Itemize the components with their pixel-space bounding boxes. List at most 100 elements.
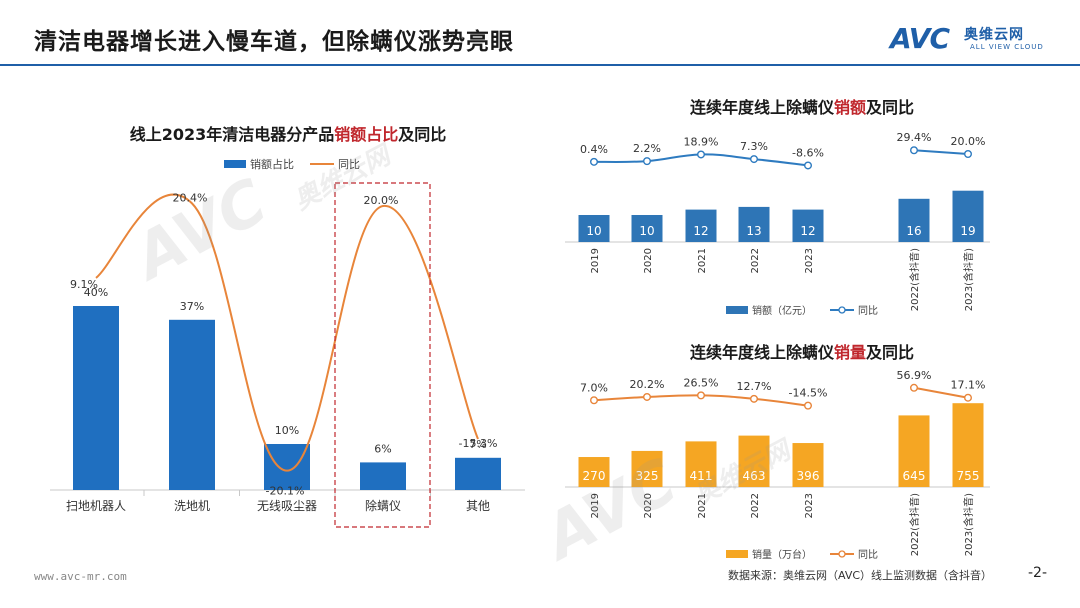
- category-label: 2020: [643, 493, 654, 518]
- yoy-label: -15.3%: [459, 437, 498, 450]
- yoy-label: 29.4%: [897, 131, 932, 144]
- chart-yearly-volume-title-part: 销量: [834, 343, 866, 362]
- bar-其他: [455, 457, 501, 490]
- logo-cn: 奥维云网: [964, 27, 1024, 43]
- category-label: 无线吸尘器: [257, 499, 317, 513]
- bar-洗地机: [169, 319, 215, 490]
- category-label: 2022: [750, 493, 761, 518]
- bar-value: 12: [800, 224, 815, 238]
- bar-value: 10: [586, 224, 601, 238]
- yoy-label: -14.5%: [789, 387, 828, 400]
- watermark-logo: AVC: [118, 164, 278, 295]
- chart1-title: 线上2023年清洁电器分产品销额占比及同比: [130, 125, 447, 144]
- bar-2022: [738, 435, 770, 487]
- chart-yearly-sales-title-part: 连续年度线上除螨仪: [690, 98, 835, 117]
- chart-yearly-sales: 10 2019 10 2020 12 2021 13 2022 12 2023 16 2022(含抖音…: [565, 131, 990, 317]
- bar-value: 13: [746, 224, 761, 238]
- yoy-label: 7.3%: [740, 140, 768, 153]
- yoy-marker: [590, 157, 599, 166]
- bar-2023: [792, 443, 824, 487]
- yoy-line: [95, 193, 479, 472]
- category-label: 扫地机器人: [66, 499, 126, 513]
- bar-无线吸尘器: [264, 444, 310, 490]
- chart-yearly-sales-title: 连续年度线上除螨仪销额及同比: [690, 98, 914, 117]
- chart1-title-part: 销额占比: [334, 125, 398, 144]
- bar-value: 325: [636, 469, 659, 483]
- bar-label: 10%: [275, 424, 299, 437]
- chart1-title-part: 线上2023年清洁电器分产品: [130, 125, 335, 144]
- yoy-label: 20.0%: [364, 194, 399, 207]
- bar-value: 10: [639, 224, 654, 238]
- bar-2019: [578, 215, 610, 242]
- yoy-label: 56.9%: [897, 369, 932, 382]
- yoy-marker: [697, 391, 706, 400]
- category-label: 2021: [697, 248, 708, 273]
- bar-2023: [792, 209, 824, 242]
- logo-mark: AVC: [890, 22, 950, 55]
- yoy-label: 20.4%: [173, 191, 208, 204]
- legend-label-yoy: 同比: [858, 549, 878, 561]
- yoy-marker: [697, 150, 706, 159]
- bar-2019: [578, 457, 610, 487]
- yoy-label: 18.9%: [684, 135, 719, 148]
- legend-label-yoy: 同比: [338, 158, 360, 171]
- avc-logo: AVC 奥维云网 ALL VIEW CLOUD: [890, 22, 1060, 58]
- yoy-marker: [964, 149, 973, 158]
- yoy-marker: [910, 383, 919, 392]
- logo-en: ALL VIEW CLOUD: [970, 43, 1044, 51]
- category-label: 2020: [643, 248, 654, 273]
- bar-label: 7%: [469, 438, 486, 451]
- legend-label-yoy: 同比: [858, 305, 878, 317]
- category-label: 2023: [804, 248, 815, 273]
- yoy-marker: [750, 394, 759, 403]
- category-label: 2022(含抖音): [908, 248, 921, 311]
- category-label: 2021: [697, 493, 708, 518]
- category-label: 2023: [804, 493, 815, 518]
- bar-value: 16: [906, 224, 921, 238]
- yoy-marker: [643, 392, 652, 401]
- footer-url: www.avc-mr.com: [34, 570, 127, 583]
- category-label: 2019: [590, 248, 601, 273]
- bar-label: 6%: [374, 442, 391, 455]
- legend-label-bars: 销额（亿元）: [752, 304, 812, 317]
- yoy-marker: [804, 401, 813, 410]
- category-label: 洗地机: [174, 499, 210, 513]
- bar-2023(含抖音): [952, 403, 984, 487]
- chart1-title-part: 及同比: [398, 125, 446, 144]
- chart-product-share: 销额占比 同比 40% 扫地机器人 37% 洗地机 10% 无线吸尘器 6% 除螨仪 7% 其他 9.1…: [50, 157, 525, 528]
- bar-2020: [631, 215, 663, 242]
- chart-yearly-sales-title-part: 销额: [834, 98, 866, 117]
- yoy-marker: [964, 393, 973, 402]
- bar-label: 40%: [84, 286, 108, 299]
- bar-value: 19: [960, 224, 975, 238]
- bar-value: 12: [693, 224, 708, 238]
- category-label: 除螨仪: [365, 498, 401, 513]
- yoy-label: -20.1%: [266, 485, 305, 498]
- bar-扫地机器人: [73, 306, 119, 490]
- legend-swatch-bars: [726, 550, 748, 558]
- yoy-label: 17.1%: [951, 379, 986, 392]
- legend-marker-yoy: [838, 306, 846, 314]
- yoy-marker: [590, 396, 599, 405]
- yoy-label: -8.6%: [792, 146, 824, 159]
- yoy-label: 7.0%: [580, 381, 608, 394]
- chart-yearly-sales-title-part: 及同比: [866, 98, 914, 117]
- bar-2021: [685, 441, 717, 487]
- bar-2023(含抖音): [952, 190, 984, 242]
- yoy-line: [913, 149, 969, 155]
- bar-value: 270: [583, 469, 606, 483]
- yoy-marker: [804, 161, 813, 170]
- highlight-box: [334, 182, 431, 528]
- bar-2021: [685, 209, 717, 242]
- yoy-label: 9.1%: [70, 278, 98, 291]
- yoy-label: 20.2%: [630, 378, 665, 391]
- chart-yearly-volume-title: 连续年度线上除螨仪销量及同比: [690, 343, 914, 362]
- legend-label-share: 销额占比: [250, 157, 294, 171]
- yoy-marker: [910, 146, 919, 155]
- category-label: 2023(含抖音): [962, 493, 975, 556]
- yoy-marker: [643, 157, 652, 166]
- category-label: 2022: [750, 248, 761, 273]
- bar-2022(含抖音): [898, 415, 930, 487]
- bar-2022(含抖音): [898, 198, 930, 242]
